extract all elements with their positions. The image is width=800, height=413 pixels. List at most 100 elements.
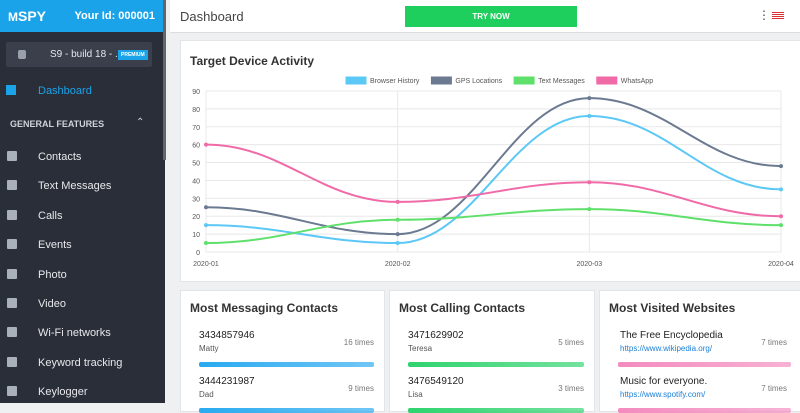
flag-icon[interactable] <box>772 12 784 20</box>
row-primary: 3444231987 <box>199 376 255 387</box>
y-tick-label: 60 <box>192 143 200 150</box>
row-count: 16 times <box>343 338 374 347</box>
data-point <box>779 223 783 228</box>
row-bar <box>618 408 791 413</box>
legend-label: WhatsApp <box>621 78 653 85</box>
nav-item[interactable]: Wi-Fi networks <box>38 327 111 340</box>
y-tick-label: 40 <box>192 178 200 185</box>
sidebar-header: MSPY Your Id: 000001 <box>0 0 165 32</box>
row-count: 7 times <box>761 338 787 347</box>
row-secondary: Lisa <box>408 390 423 399</box>
row-primary: Music for everyone. <box>620 376 708 387</box>
data-point <box>587 180 592 185</box>
y-tick-label: 50 <box>192 161 200 168</box>
row-bar <box>199 362 374 367</box>
legend-swatch <box>430 76 452 85</box>
row-count: 5 times <box>558 338 584 347</box>
row-primary: 3476549120 <box>408 376 464 387</box>
y-tick-label: 90 <box>192 89 200 96</box>
x-tick-label: 2020-02 <box>385 261 411 268</box>
x-tick-label: 2020-03 <box>576 261 602 268</box>
row-count: 3 times <box>558 384 584 393</box>
row-count: 9 times <box>348 384 374 393</box>
data-point <box>204 241 208 246</box>
nav-item[interactable]: Video <box>38 298 66 310</box>
nav-item-active[interactable]: Dashboard <box>38 85 92 97</box>
data-point <box>204 205 208 210</box>
data-point <box>204 142 208 147</box>
nav-icon <box>7 386 17 397</box>
sidebar: MSPY Your Id: 000001 S9 - build 18 - ...… <box>0 0 166 403</box>
nav-icon <box>7 327 17 338</box>
card-title: Most Calling Contacts <box>399 301 526 315</box>
user-id: Your Id: 000001 <box>74 10 156 22</box>
nav-icon <box>7 239 17 250</box>
scrollbar <box>163 0 166 160</box>
card-title: Most Visited Websites <box>609 301 736 315</box>
android-icon <box>18 50 26 59</box>
data-point <box>395 241 400 246</box>
nav-item[interactable]: Calls <box>38 209 63 222</box>
legend-swatch <box>596 76 618 85</box>
nav-icon <box>7 298 17 308</box>
legend-label: Text Messages <box>538 78 585 85</box>
page-title: Dashboard <box>180 9 244 24</box>
stat-card: Most Calling Contacts 3471629902 Teresa 5 t… <box>389 290 595 413</box>
row-primary: The Free Encyclopedia <box>620 330 723 341</box>
row-link[interactable]: https://www.spotify.com/ <box>620 390 706 399</box>
data-point <box>204 223 208 228</box>
y-tick-label: 70 <box>192 125 200 132</box>
stat-card: Most Messaging Contacts 3434857946 Matty 16… <box>180 290 385 413</box>
row-primary: 3434857946 <box>199 330 255 341</box>
data-point <box>587 96 592 101</box>
card-title: Most Messaging Contacts <box>190 301 339 315</box>
y-tick-label: 30 <box>192 196 200 203</box>
series-line <box>205 115 782 245</box>
row-bar <box>408 362 584 367</box>
nav-item[interactable]: Text Messages <box>38 180 112 193</box>
x-tick-label: 2020-04 <box>768 261 794 268</box>
row-secondary: Dad <box>199 390 214 399</box>
collapse-icon[interactable]: ⌃ <box>136 117 145 128</box>
data-point <box>395 199 400 204</box>
row-count: 7 times <box>761 384 787 393</box>
nav-item[interactable]: Photo <box>38 268 67 281</box>
data-point <box>779 164 783 169</box>
menu-icon[interactable]: ⋮ <box>758 8 770 22</box>
nav-icon <box>7 180 17 191</box>
nav-icon <box>7 268 17 279</box>
chart: Target Device Activity 0 10 20 30 40 50 60 70 80… <box>190 54 794 268</box>
chart-card: Target Device Activity 0 10 20 30 40 50 60 70 80… <box>180 40 800 282</box>
row-secondary: Matty <box>199 344 219 353</box>
logo[interactable]: MSPY <box>8 8 47 24</box>
data-point <box>587 207 592 212</box>
home-icon <box>6 85 16 95</box>
data-point <box>395 217 400 222</box>
device-selector[interactable]: S9 - build 18 - ... PREMIUM <box>6 42 152 67</box>
x-tick-label: 2020-01 <box>193 261 219 268</box>
nav-icon <box>7 209 17 220</box>
nav-item[interactable]: Keyword tracking <box>38 356 123 369</box>
row-link[interactable]: https://www.wikipedia.org/ <box>620 344 713 353</box>
nav-icon <box>7 356 17 367</box>
row-bar <box>408 408 584 413</box>
legend-swatch <box>345 76 367 85</box>
data-point <box>779 187 783 192</box>
legend-label: Browser History <box>370 78 420 85</box>
legend-label: GPS Locations <box>455 78 502 85</box>
try-now-button[interactable]: TRY NOW <box>405 6 577 27</box>
section-header[interactable]: GENERAL FEATURES <box>10 119 105 129</box>
series-line <box>205 97 782 236</box>
premium-badge: PREMIUM <box>118 50 148 60</box>
y-tick-label: 10 <box>192 232 200 239</box>
topbar: Dashboard TRY NOW ⋮ <box>170 0 800 33</box>
nav-item[interactable]: Keylogger <box>38 386 88 399</box>
series-line <box>205 143 782 218</box>
row-bar <box>618 362 791 367</box>
y-tick-label: 20 <box>192 214 200 221</box>
logo-text: SPY <box>18 8 47 24</box>
nav-item[interactable]: Events <box>38 239 72 252</box>
nav-item[interactable]: Contacts <box>38 151 82 163</box>
data-point <box>779 214 783 219</box>
